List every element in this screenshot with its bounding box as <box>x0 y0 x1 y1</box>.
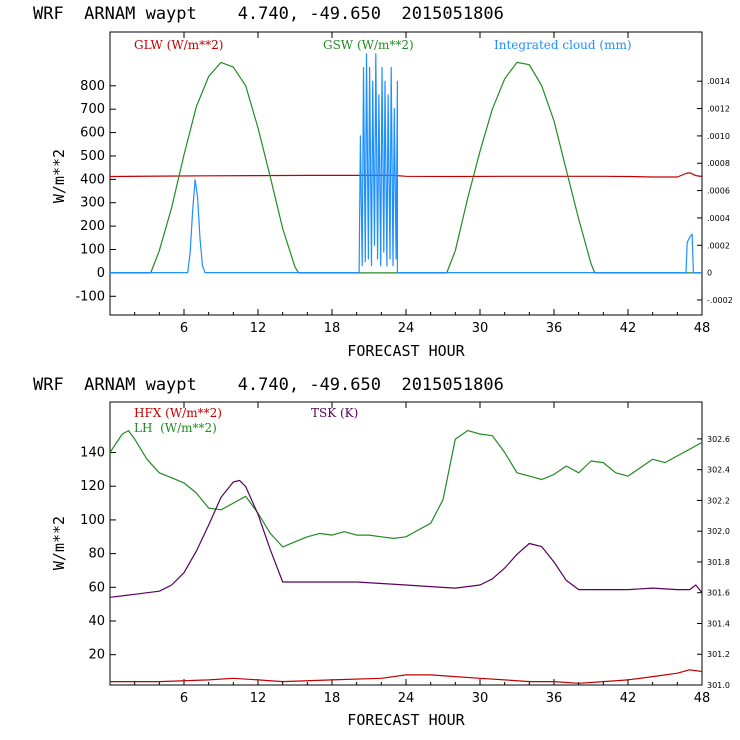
y-tick-label: 40 <box>88 614 105 629</box>
y2-tick-label: 302.6 <box>707 435 730 444</box>
x-tick-label: 30 <box>472 321 489 336</box>
y-tick-label: 800 <box>80 79 105 94</box>
x-tick-label: 18 <box>324 321 341 336</box>
x-tick-label: 12 <box>250 691 267 706</box>
y-tick-label: 140 <box>80 446 105 461</box>
x-tick-label: 42 <box>620 691 637 706</box>
series-line-gsw <box>110 61 702 274</box>
y2-tick-label: .0002 <box>707 241 730 250</box>
x-tick-label: 48 <box>694 691 711 706</box>
legend-item-tsk: TSK (K) <box>311 406 358 420</box>
y-tick-label: 300 <box>80 196 105 211</box>
y-tick-label: 200 <box>80 219 105 234</box>
legend-item-gsw: GSW (W/m**2) <box>323 38 414 52</box>
x-tick-label: 42 <box>620 321 637 336</box>
y2-tick-label: 301.4 <box>707 619 730 628</box>
y-tick-label: 700 <box>80 102 105 117</box>
y-axis-label-1: W/m**2 <box>50 149 68 203</box>
y2-tick-label: 301.0 <box>707 681 730 690</box>
legend-item-lh: LH (W/m**2) <box>134 421 217 435</box>
series-line-lh <box>109 430 703 548</box>
chart-panel-1: WRF ARNAM waypt 4.740, -49.650 201505180… <box>33 4 733 360</box>
y2-tick-label: .0010 <box>707 132 730 141</box>
x-tick-label: 48 <box>694 321 711 336</box>
series-line-hfx <box>110 669 703 684</box>
y-tick-label: 20 <box>88 648 105 663</box>
y-axis-label-2: W/m**2 <box>50 516 68 570</box>
y2-tick-label: .0006 <box>707 187 730 196</box>
y2-tick-label: .0012 <box>707 105 730 114</box>
x-tick-label: 24 <box>398 321 415 336</box>
y-tick-label: 80 <box>88 547 105 562</box>
x-tick-label: 36 <box>546 321 563 336</box>
y2-tick-label: .0008 <box>707 159 730 168</box>
x-axis-label-1: FORECAST HOUR <box>347 342 465 360</box>
y2-tick-label: 301.6 <box>707 589 730 598</box>
series-line-integrated <box>110 53 702 274</box>
legend-item-integrated-cloud: Integrated cloud (mm) <box>494 38 632 52</box>
y2-tick-label: -.0002 <box>707 296 733 305</box>
y-tick-label: 60 <box>88 580 105 595</box>
y-tick-label: 100 <box>80 243 105 258</box>
chart-title-2: WRF ARNAM waypt 4.740, -49.650 201505180… <box>33 375 504 395</box>
x-tick-label: 36 <box>546 691 563 706</box>
x-axis-label-2: FORECAST HOUR <box>347 711 465 729</box>
y-tick-label: 100 <box>80 513 105 528</box>
y-tick-label: 120 <box>80 479 105 494</box>
legend-item-glw: GLW (W/m**2) <box>134 38 223 52</box>
x-tick-label: 18 <box>324 691 341 706</box>
x-tick-label: 6 <box>180 321 188 336</box>
x-tick-label: 30 <box>472 691 489 706</box>
y-tick-label: 500 <box>80 149 105 164</box>
legend-item-hfx: HFX (W/m**2) <box>134 406 222 420</box>
y2-tick-label: .0004 <box>707 214 730 223</box>
y2-tick-label: 302.0 <box>707 527 730 536</box>
x-tick-label: 24 <box>398 691 415 706</box>
y2-tick-label: .0014 <box>707 77 730 86</box>
y-tick-label: 400 <box>80 172 105 187</box>
series-line-glw <box>109 172 703 178</box>
y2-tick-label: 301.8 <box>707 558 730 567</box>
series-line-tsk <box>109 479 703 598</box>
y-tick-label: -100 <box>75 289 105 304</box>
plot-frame-2 <box>109 401 703 686</box>
chart-panel-2: WRF ARNAM waypt 4.740, -49.650 201505180… <box>33 375 730 729</box>
y2-tick-label: 301.2 <box>707 650 730 659</box>
y2-tick-label: 302.4 <box>707 466 730 475</box>
chart-title-1: WRF ARNAM waypt 4.740, -49.650 201505180… <box>33 4 504 24</box>
y2-tick-label: 302.2 <box>707 496 730 505</box>
y-tick-label: 600 <box>80 126 105 141</box>
y-tick-label: 0 <box>97 266 105 281</box>
y2-tick-label: 0 <box>707 269 712 278</box>
x-tick-label: 6 <box>180 691 188 706</box>
x-tick-label: 12 <box>250 321 267 336</box>
